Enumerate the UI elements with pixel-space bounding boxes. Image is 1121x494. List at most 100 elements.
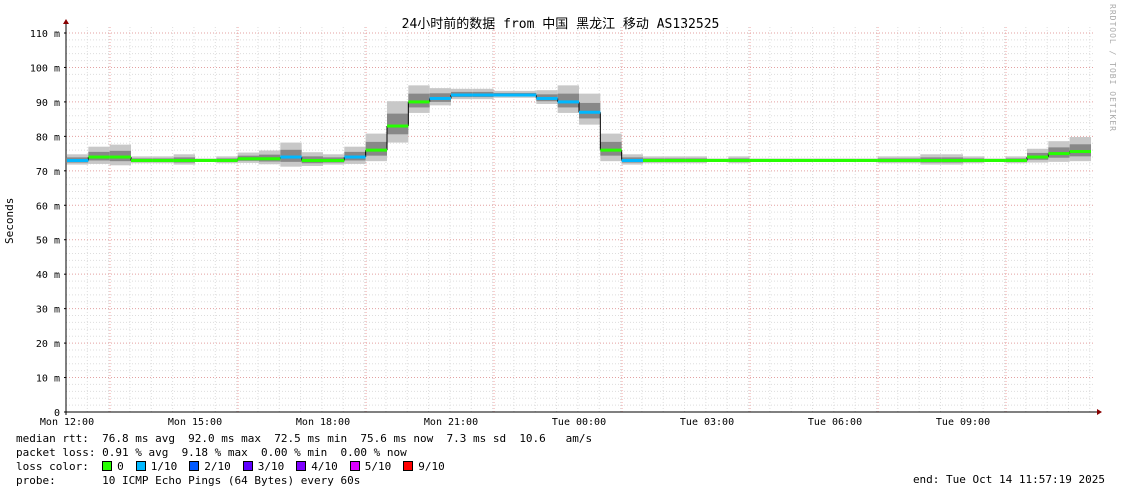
median-rtt-mark [173,158,195,162]
loss-color-label: loss color: [16,460,103,473]
median-rtt-mark [131,158,153,162]
median-rtt-mark [88,155,110,159]
median-rtt-mark [621,158,643,162]
median-rtt-mark [472,93,494,97]
y-tick-label: 70 m [36,167,60,178]
median-rtt-mark [195,158,217,162]
y-tick-label: 10 m [36,374,60,385]
median-rtt-mark [323,158,345,162]
median-rtt-mark [301,158,323,162]
median-rtt-mark [707,158,729,162]
loss-color-label: 0 [117,460,124,473]
median-rtt-mark [1027,155,1049,159]
y-axis-arrow [63,19,69,24]
x-tick-label: Mon 15:00 [168,417,222,428]
median-rtt-mark [1069,150,1091,154]
chart-title: 24小时前的数据 from 中国 黑龙江 移动 AS132525 [401,17,720,32]
y-tick-label: 40 m [36,270,60,281]
loss-color-item: 5/10 [349,460,392,473]
median-rtt-mark [920,158,942,162]
median-rtt-mark [749,158,771,162]
watermark: RRDTOOL / TOBI OETIKER [1108,4,1117,132]
median-rtt-mark [152,158,174,162]
median-rtt-mark [643,158,665,162]
y-tick-label: 90 m [36,98,60,109]
median-rtt-mark [728,158,750,162]
x-tick-label: Tue 09:00 [936,417,990,428]
loss-color-swatch [102,461,113,471]
median-rtt-mark [408,100,430,104]
median-rtt-mark [600,148,622,152]
loss-color-swatch [296,461,307,471]
x-tick-label: Mon 18:00 [296,417,350,428]
loss-color-item: 1/10 [135,460,178,473]
loss-color-item: 4/10 [296,460,338,473]
median-rtt-mark [771,158,793,162]
legend-probe: probe: 10 ICMP Echo Pings (64 Bytes) eve… [16,474,361,487]
y-tick-label: 20 m [36,339,60,350]
legend-loss-color: loss color: 0 1/10 2/10 3/10 4/10 5/10 9/10 [16,460,457,473]
median-rtt-mark [451,93,473,97]
loss-color-label: 9/10 [418,460,445,473]
median-rtt-mark [493,93,515,97]
median-rtt-mark [856,158,878,162]
median-rtt-mark [877,158,899,162]
x-tick-label: Tue 03:00 [680,417,734,428]
y-tick-label: 80 m [36,132,60,143]
legend-packet-loss: packet loss: 0.91 % avg 9.18 % max 0.00 … [16,446,407,459]
median-rtt-mark [984,158,1006,162]
y-tick-label: 0 [54,408,60,419]
median-rtt-mark [1048,152,1070,156]
median-rtt-mark [344,155,366,159]
y-tick-label: 100 m [30,63,60,74]
median-rtt-mark [685,158,707,162]
median-rtt-mark [664,158,686,162]
x-tick-label: Tue 06:00 [808,417,862,428]
median-rtt-mark [557,100,579,104]
loss-color-swatch [403,461,414,471]
median-rtt-mark [259,157,281,161]
median-rtt-mark [280,155,302,159]
loss-color-label: 3/10 [257,460,285,473]
legend-median-rtt: median rtt: 76.8 ms avg 92.0 ms max 72.5… [16,432,593,445]
median-rtt-mark [579,110,601,114]
loss-color-item: 3/10 [242,460,285,473]
median-rtt-mark [365,148,387,152]
loss-color-item: 0 [102,460,124,473]
x-tick-label: Mon 21:00 [424,417,478,428]
loss-color-swatch [189,461,200,471]
median-rtt-mark [941,158,963,162]
median-rtt-mark [429,96,451,100]
loss-color-label: 4/10 [311,460,338,473]
loss-color-label: 5/10 [364,460,392,473]
x-tick-label: Tue 00:00 [552,417,606,428]
median-rtt-mark [963,158,985,162]
median-rtt-mark [216,158,238,162]
median-rtt-mark [792,158,814,162]
median-rtt-mark [109,155,131,159]
y-tick-label: 30 m [36,305,60,316]
loss-color-item: 9/10 [403,460,445,473]
median-rtt-mark [835,158,857,162]
median-rtt-mark [536,96,558,100]
median-rtt-mark [899,158,921,162]
median-rtt-mark [67,158,89,162]
median-rtt-mark [515,93,537,97]
loss-color-label: 1/10 [150,460,178,473]
loss-color-swatch [349,461,360,471]
smoke-band-inner [579,102,601,119]
y-tick-label: 60 m [36,201,60,212]
y-tick-label: 50 m [36,236,60,247]
smoke-band-inner [387,113,409,135]
end-time: end: Tue Oct 14 11:57:19 2025 [912,473,1105,486]
loss-color-swatch [242,461,253,471]
median-rtt-mark [1005,158,1027,162]
loss-color-swatch [135,461,146,471]
loss-color-label: 2/10 [204,460,231,473]
median-rtt-mark [813,158,835,162]
median-rtt-mark [387,124,409,128]
median-rtt-mark [237,157,259,161]
x-tick-label: Mon 12:00 [40,417,94,428]
loss-color-item: 2/10 [189,460,231,473]
